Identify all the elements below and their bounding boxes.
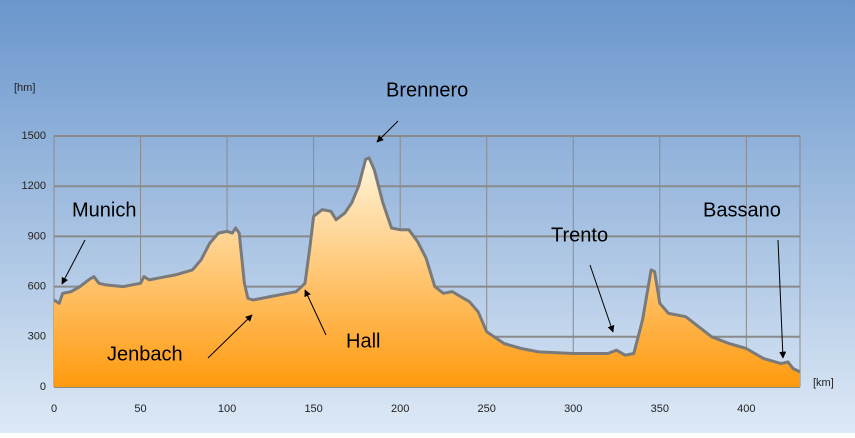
annotation: Jenbach [107, 343, 183, 365]
annotation-arrow [304, 289, 327, 336]
y-tick-label: 300 [28, 331, 46, 343]
y-tick-label: 1200 [22, 180, 46, 192]
annotation: Trento [551, 224, 608, 246]
y-axis-label: [hm] [14, 82, 35, 94]
annotation: Brennero [386, 79, 468, 101]
x-tick-label: 400 [737, 403, 755, 415]
annotation: Munich [72, 199, 136, 221]
y-tick-label: 900 [28, 230, 46, 242]
x-tick-label: 0 [51, 403, 57, 415]
annotation-arrow [376, 120, 399, 143]
x-tick-label: 100 [218, 403, 236, 415]
annotation-arrow [589, 264, 615, 333]
annotation-arrow [207, 314, 253, 359]
y-tick-label: 0 [40, 381, 46, 393]
x-tick-label: 50 [134, 403, 146, 415]
annotation: Hall [346, 330, 380, 352]
y-tick-label: 1500 [22, 130, 46, 142]
annotation-arrow [777, 239, 787, 359]
x-tick-label: 150 [304, 403, 322, 415]
x-tick-label: 300 [564, 403, 582, 415]
area-line [53, 156, 801, 374]
annotation: Bassano [703, 199, 781, 221]
x-tick-label: 200 [391, 403, 409, 415]
x-tick-label: 350 [651, 403, 669, 415]
annotation-arrow [61, 239, 86, 285]
x-tick-label: 250 [478, 403, 496, 415]
y-tick-label: 600 [28, 281, 46, 293]
area-fill [54, 157, 800, 387]
x-axis-label: [km] [813, 377, 834, 389]
